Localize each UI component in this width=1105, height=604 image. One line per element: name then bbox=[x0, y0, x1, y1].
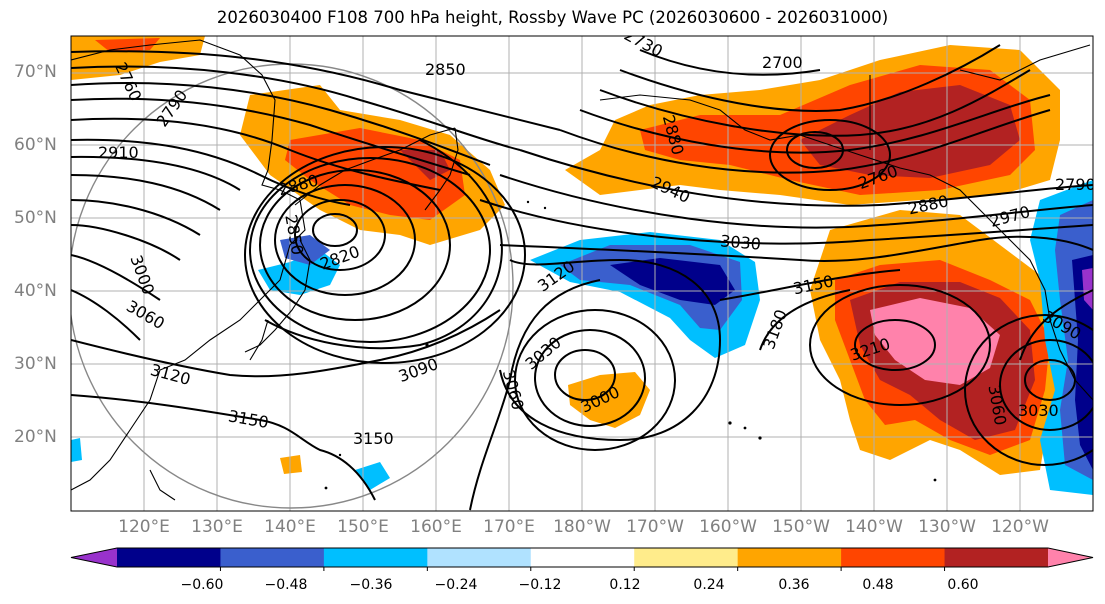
anomaly-positive-region bbox=[568, 372, 650, 428]
colorbar-segment bbox=[427, 548, 532, 567]
lon-label-160e: 160°E bbox=[410, 517, 462, 537]
lat-label-50n: 50°N bbox=[14, 208, 57, 228]
colorbar-tick-label: −0.36 bbox=[349, 577, 393, 593]
contour-label: 3150 bbox=[353, 429, 394, 448]
lon-label-120e: 120°E bbox=[118, 517, 170, 537]
colorbar-extend-low bbox=[71, 548, 117, 567]
map-canvas: 2760 2790 2850 2730 2700 2910 2880 2850 … bbox=[71, 36, 1096, 511]
colorbar-extend-high bbox=[1048, 548, 1093, 567]
anomaly-strong-core bbox=[800, 85, 1020, 178]
anomaly-negative-region bbox=[258, 250, 340, 295]
colorbar-tick-label: −0.48 bbox=[264, 577, 308, 593]
map-title: 2026030400 F108 700 hPa height, Rossby W… bbox=[216, 8, 889, 27]
lon-label-150w: 150°W bbox=[772, 517, 830, 537]
lon-label-140e: 140°E bbox=[264, 517, 316, 537]
lat-label-40n: 40°N bbox=[14, 281, 57, 301]
colorbar-tick-label: 0.48 bbox=[862, 577, 894, 593]
anomaly-negative-patch bbox=[71, 438, 82, 462]
lat-label-30n: 30°N bbox=[14, 354, 57, 374]
colorbar-tick-label: −0.60 bbox=[180, 577, 224, 593]
contour-label: 2790 bbox=[1055, 175, 1096, 194]
colorbar-tick-label: −0.12 bbox=[518, 577, 562, 593]
map-frame bbox=[70, 35, 1094, 512]
lon-label-120w: 120°W bbox=[991, 517, 1049, 537]
height-contours bbox=[71, 44, 1093, 511]
lon-label-160w: 160°W bbox=[699, 517, 757, 537]
contour-label: 2850 bbox=[425, 60, 466, 79]
lon-label-130w: 130°W bbox=[918, 517, 976, 537]
anomaly-positive-patch bbox=[280, 455, 302, 474]
lat-label-20n: 20°N bbox=[14, 427, 57, 447]
anomaly-negative-patch bbox=[355, 462, 390, 490]
lon-label-140w: 140°W bbox=[845, 517, 903, 537]
anomaly-extreme-negative-core bbox=[1082, 268, 1093, 310]
lon-label-130e: 130°E bbox=[191, 517, 243, 537]
anomaly-strong-negative-core bbox=[1072, 255, 1093, 470]
colorbar-segment bbox=[117, 548, 221, 567]
lat-label-70n: 70°N bbox=[14, 62, 57, 82]
colorbar-segment bbox=[634, 548, 739, 567]
lat-label-60n: 60°N bbox=[14, 135, 57, 155]
colorbar bbox=[70, 547, 1094, 571]
colorbar-tick-label: 0.60 bbox=[947, 577, 979, 593]
contour-label: 3030 bbox=[719, 231, 761, 253]
contour-label: 2910 bbox=[98, 143, 139, 162]
contour-label: 2700 bbox=[762, 53, 803, 72]
colorbar-tick-label: 0.12 bbox=[609, 577, 641, 593]
colorbar-segment bbox=[323, 548, 428, 567]
colorbar-segment bbox=[841, 548, 946, 567]
colorbar-tick-label: 0.24 bbox=[693, 577, 725, 593]
colorbar-tick-label: 0.36 bbox=[778, 577, 810, 593]
anomaly-shading bbox=[71, 36, 1093, 495]
colorbar-segment bbox=[737, 548, 842, 567]
colorbar-segment bbox=[220, 548, 325, 567]
lon-label-180w: 180°W bbox=[553, 517, 611, 537]
colorbar-segment bbox=[530, 548, 635, 567]
colorbar-tick-label: −0.24 bbox=[434, 577, 478, 593]
lon-label-170w: 170°W bbox=[626, 517, 684, 537]
islands bbox=[324, 200, 937, 490]
lon-label-150e: 150°E bbox=[337, 517, 389, 537]
colorbar-outline bbox=[70, 547, 1094, 568]
lon-label-170e: 170°E bbox=[483, 517, 535, 537]
colorbar-segment bbox=[944, 548, 1049, 567]
contour-label: 3030 bbox=[1018, 401, 1059, 420]
